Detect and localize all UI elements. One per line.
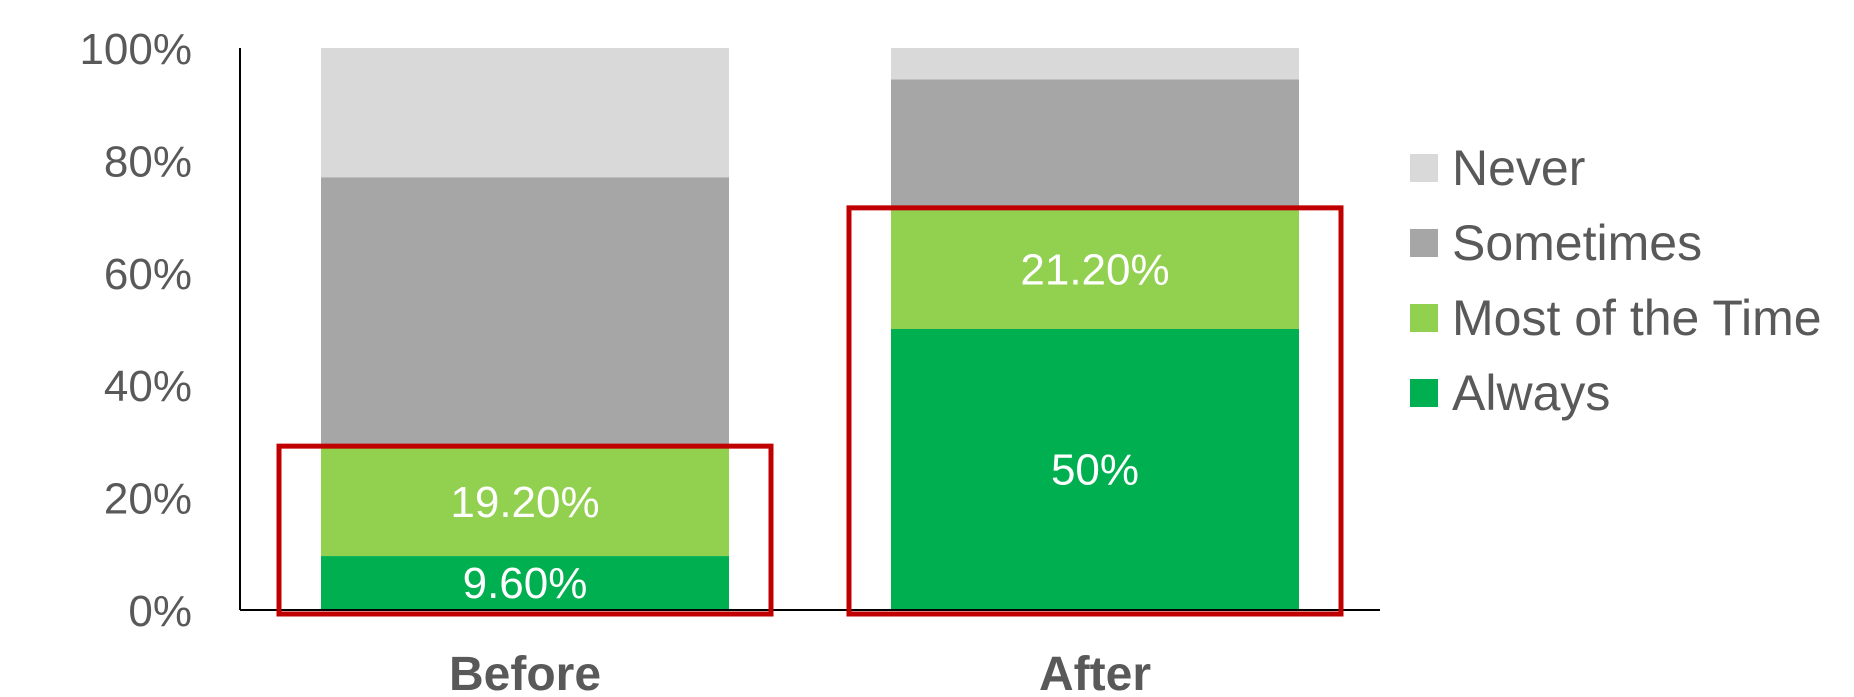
bar-before-sometimes <box>321 177 729 449</box>
y-tick-label-20: 20% <box>104 475 192 524</box>
legend: Never Sometimes Most of the Time Always <box>1410 140 1822 421</box>
y-tick-label-40: 40% <box>104 362 192 411</box>
legend-label-sometimes: Sometimes <box>1452 215 1702 271</box>
data-label-after-always: 50% <box>1051 446 1139 495</box>
bar-after-most-of-the-time <box>891 209 1299 329</box>
labels-layer: 9.60% 19.20% Before 50% 21.20% After <box>449 245 1170 697</box>
category-label-after: After <box>1039 648 1151 697</box>
legend-swatch-most-of-the-time <box>1410 304 1438 332</box>
bar-before-most-of-the-time <box>321 448 729 557</box>
bar-after-never <box>891 48 1299 80</box>
legend-swatch-always <box>1410 379 1438 407</box>
bar-before-never <box>321 48 729 178</box>
y-tick-label-0: 0% <box>128 587 192 636</box>
bar-after-sometimes <box>891 79 1299 210</box>
legend-label-always: Always <box>1452 365 1610 421</box>
legend-label-most-of-the-time: Most of the Time <box>1452 290 1822 346</box>
bar-after-always <box>891 329 1299 610</box>
y-tick-label-60: 60% <box>104 250 192 299</box>
legend-label-never: Never <box>1452 140 1585 196</box>
bar-before-always <box>321 556 729 610</box>
data-label-before-always: 9.60% <box>463 559 588 608</box>
data-label-before-most-of-the-time: 19.20% <box>450 478 599 527</box>
y-tick-label-100: 100% <box>79 25 192 74</box>
highlight-box-before <box>276 443 774 617</box>
legend-swatch-never <box>1410 154 1438 182</box>
data-label-after-most-of-the-time: 21.20% <box>1020 245 1169 294</box>
highlight-box-after <box>846 205 1344 617</box>
axes-layer: 0% 20% 40% 60% 80% 100% <box>79 25 1380 636</box>
category-label-before: Before <box>449 648 601 697</box>
y-tick-label-80: 80% <box>104 137 192 186</box>
bars-layer <box>321 48 1299 610</box>
legend-swatch-sometimes <box>1410 229 1438 257</box>
highlight-layer <box>276 205 1344 617</box>
